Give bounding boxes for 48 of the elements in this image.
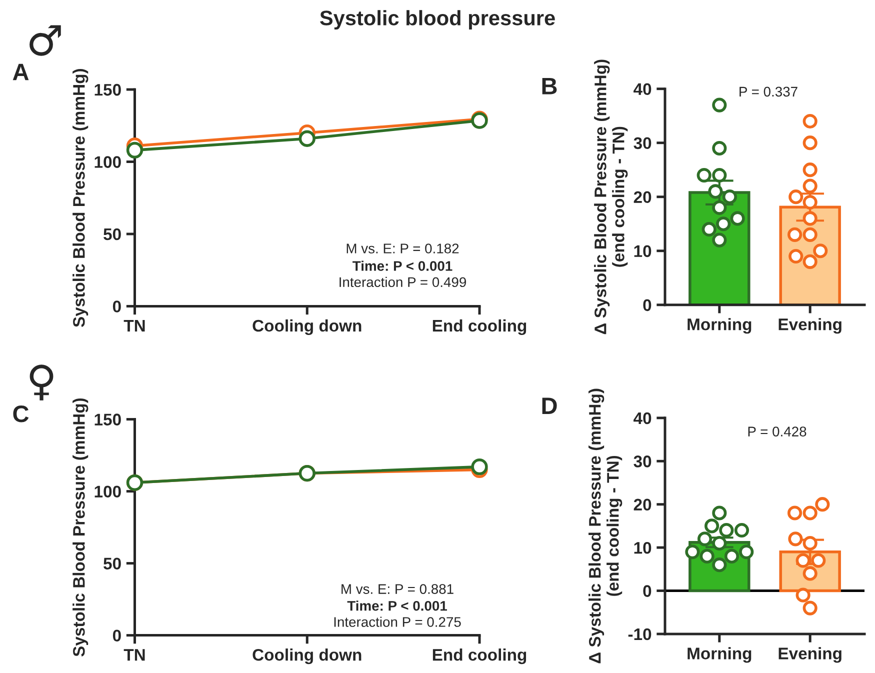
- y-axis-title: Systolic Blood Pressure (mmHg): [72, 69, 88, 328]
- annotation: Time: P < 0.001: [352, 260, 452, 271]
- annotation: P = 0.337: [740, 86, 798, 97]
- y-tick-label: 10: [634, 245, 652, 258]
- annotation: P = 0.428: [748, 426, 806, 436]
- x-tick-label: End cooling: [432, 648, 526, 664]
- text: ♀: [30, 364, 54, 400]
- y-tick-label: 20: [634, 191, 652, 204]
- text: ♂: [30, 25, 61, 56]
- annotation: Interaction P = 0.275: [334, 616, 461, 627]
- y-tick-label: 100: [94, 156, 121, 168]
- y-axis-title: Δ Systolic Blood Pressure (mmHg) (end cooling - TN): [588, 388, 622, 664]
- text: A: [12, 64, 29, 80]
- x-tick-label: TN: [124, 649, 145, 661]
- y-tick-label: 40: [634, 412, 652, 424]
- text: D: [542, 398, 557, 414]
- y-tick-label: 10: [634, 542, 652, 554]
- chart-title: Systolic blood pressure: [320, 10, 555, 30]
- y-tick-label: 0: [112, 300, 121, 312]
- y-tick-label: 0: [112, 630, 121, 642]
- annotation: Time: P < 0.001: [347, 600, 447, 611]
- y-tick-label: -10: [628, 628, 652, 640]
- y-tick-label: 30: [634, 137, 652, 150]
- x-tick-label: Morning: [688, 318, 752, 334]
- y-tick-label: 50: [104, 558, 121, 570]
- text: B: [542, 78, 557, 94]
- y-tick-label: 150: [94, 84, 121, 96]
- x-tick-label: End cooling: [432, 319, 526, 336]
- y-tick-label: 100: [94, 486, 121, 498]
- x-tick-label: Cooling down: [252, 319, 362, 336]
- y-tick-label: 40: [634, 83, 652, 96]
- y-axis-title: Δ Systolic Blood Pressure (mmHg) (end cooling - TN): [594, 60, 628, 334]
- y-tick-label: 0: [643, 585, 652, 597]
- x-tick-label: Evening: [778, 647, 842, 663]
- x-tick-label: TN: [124, 320, 145, 332]
- y-tick-label: 0: [643, 299, 652, 312]
- annotation: Interaction P = 0.499: [340, 276, 466, 288]
- y-axis-title: Systolic Blood Pressure (mmHg): [72, 398, 88, 656]
- annotation: M vs. E: P = 0.182: [346, 244, 459, 254]
- y-tick-label: 50: [104, 228, 121, 240]
- y-tick-label: 150: [94, 414, 121, 426]
- annotation: M vs. E: P = 0.881: [342, 584, 454, 594]
- x-tick-label: Morning: [688, 647, 752, 663]
- x-tick-label: Cooling down: [252, 648, 362, 664]
- y-tick-label: 30: [634, 456, 652, 468]
- y-tick-label: 20: [634, 498, 652, 511]
- x-tick-label: Evening: [778, 318, 842, 334]
- text: C: [13, 406, 29, 422]
